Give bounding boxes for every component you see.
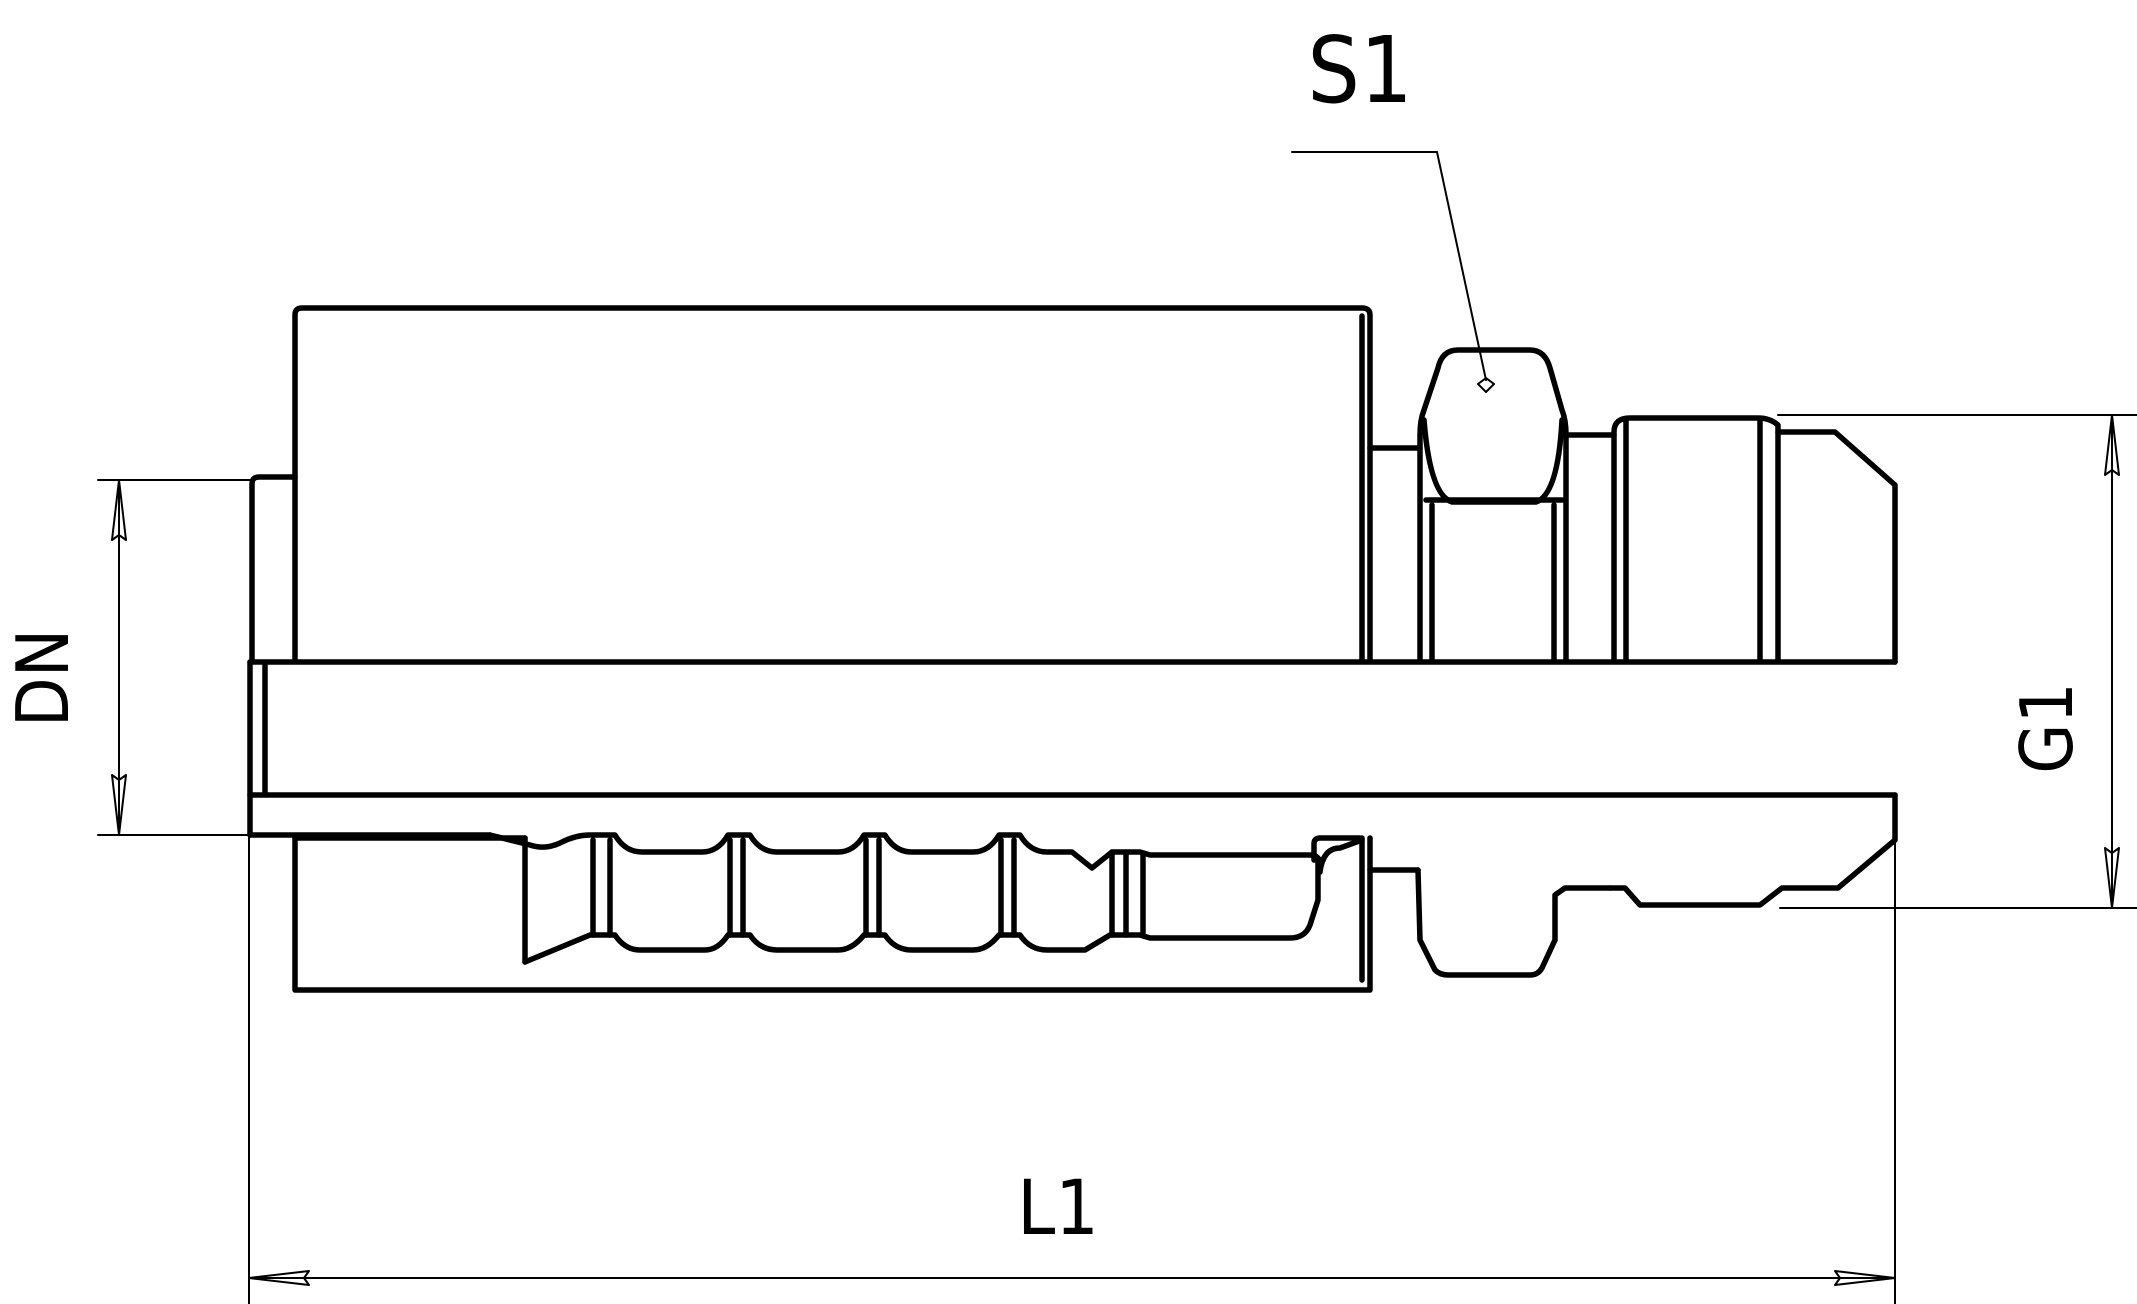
dn-label: DN	[1, 629, 85, 727]
dn-dimension	[97, 479, 251, 836]
dn-arrow-top	[111, 479, 127, 541]
dn-arrow-bottom	[111, 774, 127, 836]
g1-arrow-top	[2104, 414, 2120, 476]
l1-arrow-left	[248, 1270, 310, 1286]
l1-dimension	[248, 794, 1896, 1304]
dimension-labels: S1 L1 DN G1	[1, 17, 2089, 1252]
ferrule	[292, 305, 1373, 993]
hex-nut	[1417, 347, 1617, 663]
g1-label: G1	[2005, 682, 2089, 773]
dimension-lines	[97, 151, 2137, 1304]
nipple-stub	[247, 474, 298, 838]
barbed-nipple	[487, 832, 1365, 965]
l1-label: L1	[1017, 1163, 1099, 1252]
s1-leader-dot	[1477, 377, 1495, 393]
fitting-outline	[247, 305, 1898, 993]
collar	[1367, 445, 1613, 978]
bore	[247, 659, 1898, 838]
g1-dimension	[1777, 414, 2137, 909]
s1-label: S1	[1307, 17, 1412, 124]
g1-arrow-bottom	[2104, 847, 2120, 909]
l1-arrow-right	[1834, 1270, 1896, 1286]
threaded-end	[1607, 415, 1898, 908]
s1-leader	[1291, 151, 1495, 393]
